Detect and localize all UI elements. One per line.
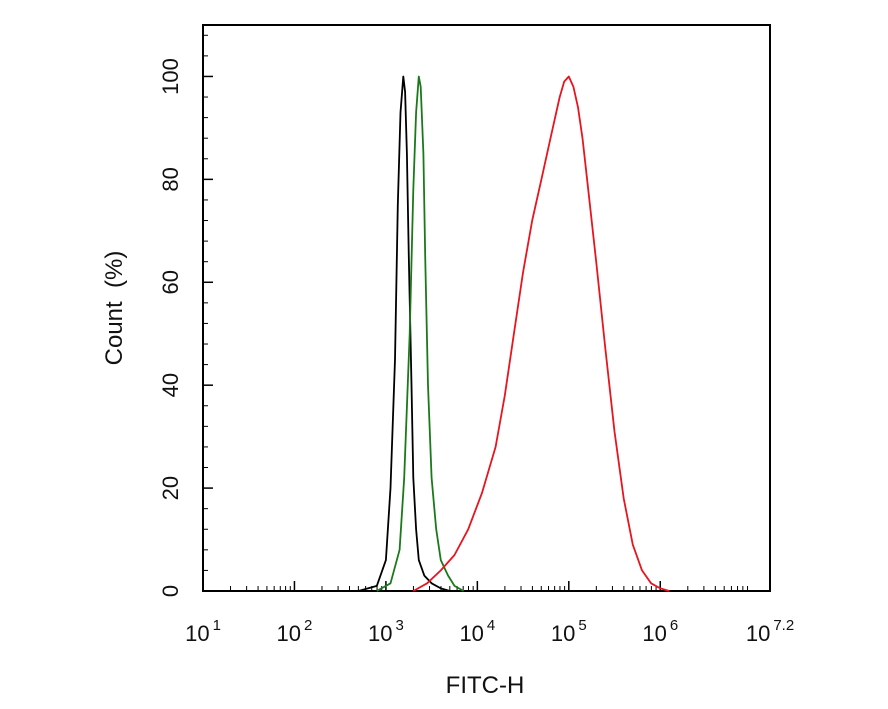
x-tick-label: 10 5	[551, 617, 587, 646]
y-tick-labels: 0 20 40 60 80 100	[158, 58, 183, 597]
y-axis-title: Count (%)	[101, 251, 128, 366]
y-tick-label: 80	[158, 167, 183, 191]
series-layer	[358, 75, 670, 592]
series-line-black	[358, 75, 451, 592]
x-tick-labels: 10 1 10 2 10 3 10 4 10 5 10 6 10 7.2	[185, 617, 794, 646]
y-tick-label: 20	[158, 476, 183, 500]
x-tick-label: 10 7.2	[746, 617, 794, 646]
x-axis-title: FITC-H	[446, 672, 525, 699]
series-line-green	[376, 75, 465, 592]
x-tick-label: 10 4	[459, 617, 495, 646]
y-tick-label: 100	[158, 58, 183, 95]
series-line-red	[412, 75, 670, 592]
plot-area-frame	[202, 24, 771, 592]
x-tick-label: 10 2	[277, 617, 313, 646]
x-tick-label: 10 3	[368, 617, 404, 646]
minor-ticks	[203, 34, 749, 591]
y-tick-label: 40	[158, 373, 183, 397]
x-tick-label: 10 1	[185, 617, 221, 646]
major-ticks	[202, 75, 771, 592]
x-tick-label: 10 6	[642, 617, 678, 646]
y-tick-label: 0	[158, 585, 183, 597]
y-tick-label: 60	[158, 270, 183, 294]
